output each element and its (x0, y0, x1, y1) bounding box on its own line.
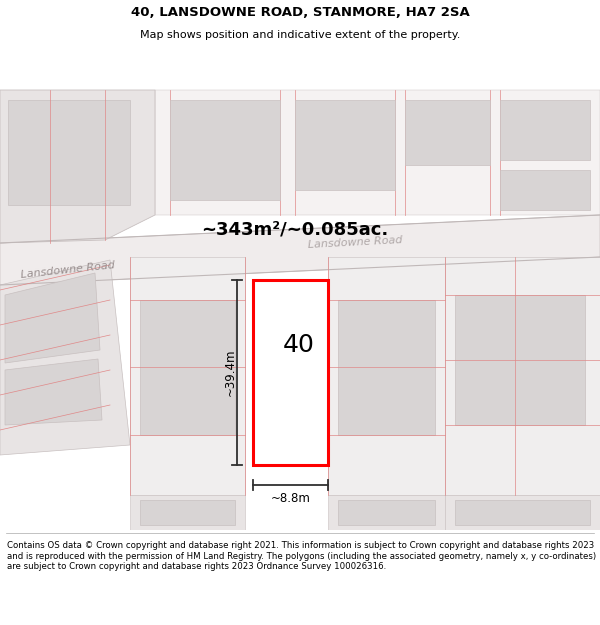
Polygon shape (445, 257, 600, 495)
Polygon shape (130, 495, 245, 530)
Polygon shape (140, 300, 235, 435)
Polygon shape (0, 260, 130, 455)
Polygon shape (0, 90, 155, 243)
Polygon shape (500, 170, 590, 210)
Polygon shape (155, 90, 600, 215)
Text: 40: 40 (283, 332, 314, 357)
Text: Contains OS data © Crown copyright and database right 2021. This information is : Contains OS data © Crown copyright and d… (7, 541, 596, 571)
Polygon shape (5, 273, 100, 363)
Text: ~343m²/~0.085ac.: ~343m²/~0.085ac. (202, 221, 389, 239)
Polygon shape (328, 495, 445, 530)
Polygon shape (295, 100, 395, 190)
Polygon shape (130, 257, 245, 495)
Polygon shape (500, 100, 590, 160)
Polygon shape (405, 100, 490, 165)
Polygon shape (338, 300, 435, 435)
Text: 40, LANSDOWNE ROAD, STANMORE, HA7 2SA: 40, LANSDOWNE ROAD, STANMORE, HA7 2SA (131, 6, 469, 19)
Text: Map shows position and indicative extent of the property.: Map shows position and indicative extent… (140, 30, 460, 40)
Text: ~8.8m: ~8.8m (271, 491, 310, 504)
Polygon shape (170, 100, 280, 200)
Text: ~39.4m: ~39.4m (223, 349, 236, 396)
Polygon shape (5, 359, 102, 425)
Text: Lansdowne Road: Lansdowne Road (307, 236, 403, 251)
Polygon shape (328, 257, 445, 495)
Polygon shape (338, 500, 435, 525)
Polygon shape (455, 500, 590, 525)
Text: Lansdowne Road: Lansdowne Road (20, 260, 116, 280)
Polygon shape (455, 295, 585, 425)
Polygon shape (0, 215, 600, 285)
Polygon shape (140, 500, 235, 525)
Bar (253, 280, 328, 465)
Polygon shape (8, 100, 130, 205)
Polygon shape (445, 495, 600, 530)
